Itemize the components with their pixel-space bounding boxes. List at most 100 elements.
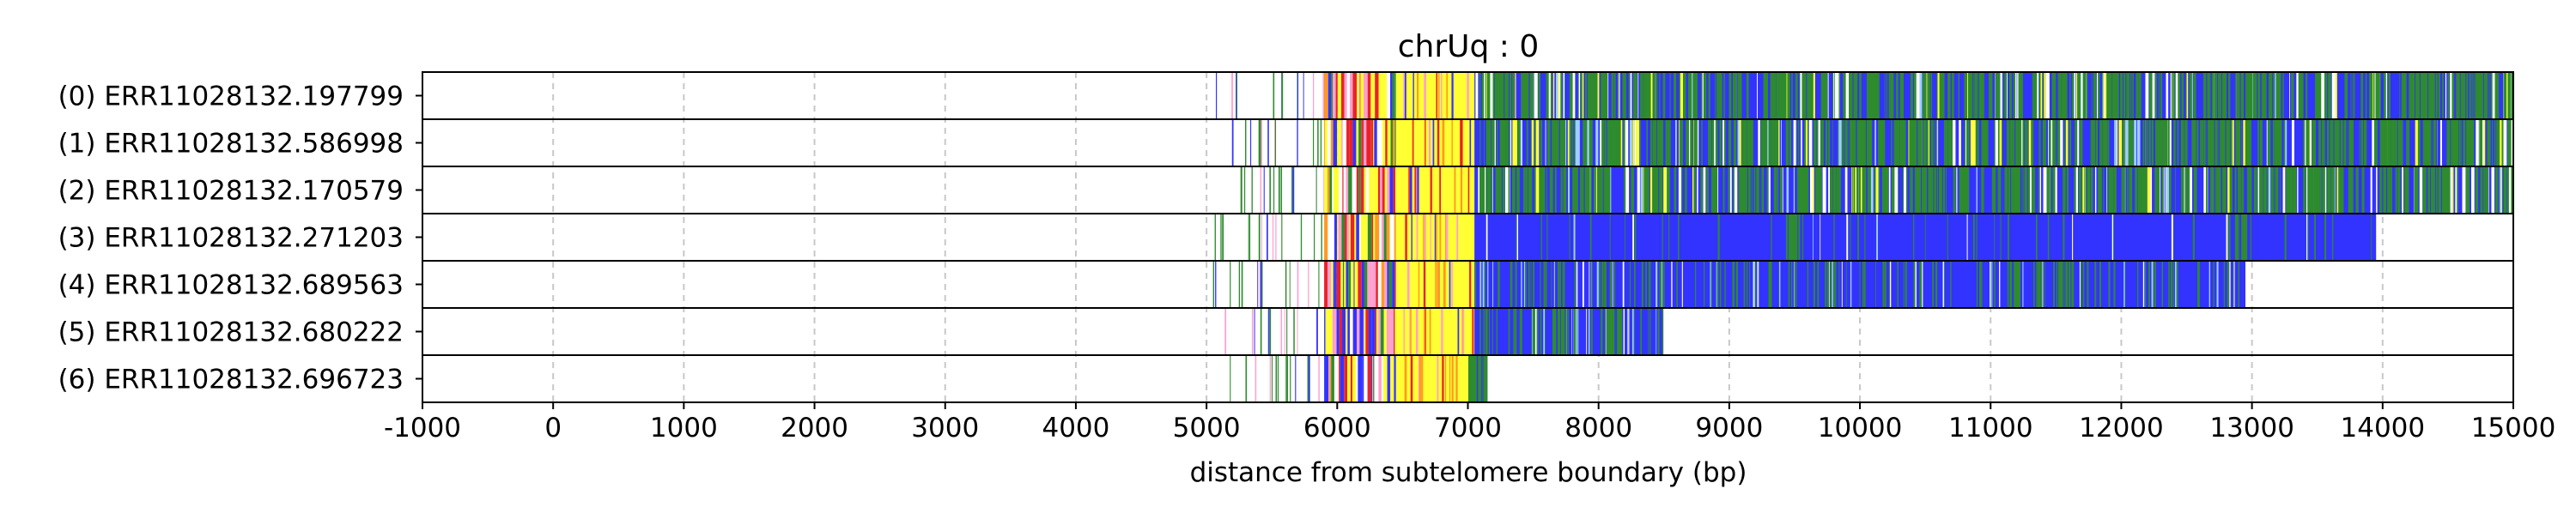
read-segment bbox=[1965, 166, 1968, 214]
read-segment bbox=[1484, 72, 1485, 119]
read-segment bbox=[2260, 72, 2262, 119]
read-segment bbox=[2160, 72, 2162, 119]
read-segment bbox=[1655, 72, 1658, 119]
read-segment bbox=[1437, 72, 1440, 119]
read-segment bbox=[1913, 119, 1917, 166]
read-segment bbox=[2344, 72, 2346, 119]
read-row bbox=[422, 213, 2514, 262]
read-segment bbox=[1582, 166, 1584, 214]
read-segment bbox=[1695, 261, 1697, 308]
read-segment bbox=[2078, 166, 2081, 214]
read-segment bbox=[2313, 166, 2317, 214]
read-segment bbox=[2339, 166, 2341, 214]
read-segment bbox=[1535, 166, 1540, 214]
read-segment bbox=[1513, 308, 1515, 355]
read-segment bbox=[2185, 72, 2187, 119]
read-segment bbox=[2267, 119, 2271, 166]
read-segment bbox=[1633, 308, 1635, 355]
read-segment bbox=[1318, 261, 1320, 308]
read-segment bbox=[1619, 72, 1620, 119]
read-segment bbox=[1944, 166, 1946, 214]
read-segment bbox=[1679, 72, 1680, 119]
read-segment bbox=[2391, 119, 2395, 166]
read-segment bbox=[1703, 166, 1706, 214]
read-segment bbox=[1367, 261, 1370, 308]
read-segment bbox=[2476, 119, 2479, 166]
read-segment bbox=[2177, 72, 2179, 119]
read-segment bbox=[1659, 119, 1662, 166]
read-segment bbox=[2274, 119, 2276, 166]
read-segment bbox=[2277, 119, 2280, 166]
read-segment bbox=[1675, 119, 1677, 166]
read-segment bbox=[1668, 214, 1670, 261]
read-segment bbox=[2046, 72, 2050, 119]
read-segment bbox=[2318, 166, 2321, 214]
read-segment bbox=[1260, 119, 1261, 166]
read-segment bbox=[2100, 166, 2102, 214]
read-segment bbox=[1480, 355, 1482, 402]
read-segment bbox=[1469, 119, 1472, 166]
read-segment bbox=[2040, 261, 2043, 308]
read-segment bbox=[2198, 261, 2200, 308]
read-segment bbox=[1508, 166, 1510, 214]
read-segment bbox=[1492, 119, 1495, 166]
read-segment bbox=[1545, 261, 1547, 308]
read-segment bbox=[2306, 72, 2308, 119]
x-tick-label: 11000 bbox=[1948, 413, 2033, 444]
read-segment bbox=[1819, 166, 1821, 214]
read-segment bbox=[2066, 166, 2069, 214]
read-segment bbox=[1779, 72, 1783, 119]
read-segment bbox=[2173, 72, 2176, 119]
read-segment bbox=[2503, 119, 2507, 166]
read-segment bbox=[1947, 72, 1951, 119]
read-segment bbox=[1733, 72, 1736, 119]
read-segment bbox=[1882, 261, 1885, 308]
read-segment bbox=[1339, 308, 1342, 355]
read-segment bbox=[1556, 119, 1559, 166]
read-segment bbox=[1377, 261, 1382, 308]
read-segment bbox=[2049, 119, 2050, 166]
read-segment bbox=[1891, 119, 1893, 166]
read-segment bbox=[1724, 261, 1726, 308]
read-segment bbox=[1469, 261, 1472, 308]
read-segment bbox=[1662, 308, 1664, 355]
read-segment bbox=[1222, 214, 1224, 261]
read-segment bbox=[2180, 119, 2184, 166]
read-segment bbox=[1811, 72, 1814, 119]
read-segment bbox=[1577, 72, 1579, 119]
read-segment bbox=[2282, 72, 2284, 119]
read-segment bbox=[1879, 166, 1880, 214]
read-segment bbox=[1722, 166, 1724, 214]
read-segment bbox=[2451, 119, 2453, 166]
read-segment bbox=[2013, 119, 2015, 166]
read-segment bbox=[2145, 166, 2148, 214]
read-segment bbox=[1603, 166, 1607, 214]
read-segment bbox=[1595, 119, 1599, 166]
read-segment bbox=[1632, 72, 1636, 119]
read-segment bbox=[1607, 166, 1611, 214]
read-segment bbox=[1395, 72, 1475, 119]
read-segment bbox=[1722, 119, 1726, 166]
read-segment bbox=[1577, 308, 1579, 355]
read-segment bbox=[1437, 261, 1440, 308]
read-segment bbox=[2256, 214, 2257, 261]
read-segment bbox=[1807, 72, 1810, 119]
read-segment bbox=[1648, 166, 1649, 214]
read-segment bbox=[1899, 119, 1903, 166]
read-segment bbox=[2091, 72, 2093, 119]
read-segment bbox=[1930, 72, 1933, 119]
read-segment bbox=[2487, 119, 2491, 166]
read-segment bbox=[1659, 166, 1663, 214]
read-segment bbox=[1806, 119, 1807, 166]
read-segment bbox=[1516, 214, 1517, 261]
read-segment bbox=[2138, 72, 2142, 119]
read-segment bbox=[1690, 119, 1692, 166]
read-segment bbox=[1424, 72, 1426, 119]
read-segment bbox=[2470, 72, 2472, 119]
read-segment bbox=[2314, 214, 2316, 261]
read-row bbox=[422, 307, 2514, 356]
read-segment bbox=[1655, 166, 1659, 214]
read-segment bbox=[2376, 72, 2380, 119]
read-segment bbox=[1612, 119, 1615, 166]
read-segment bbox=[1921, 166, 1922, 214]
